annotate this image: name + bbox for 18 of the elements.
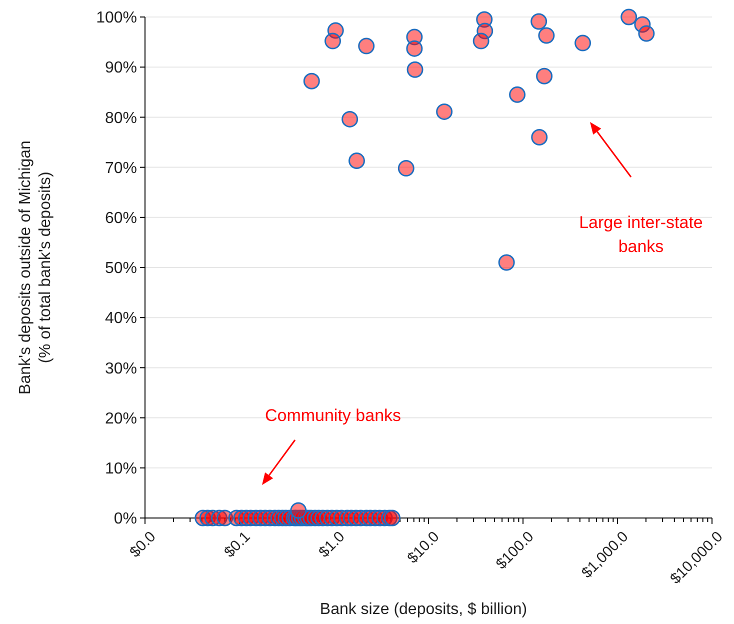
- y-tick-label: 10%: [104, 460, 137, 478]
- y-tick-label: 50%: [104, 260, 137, 278]
- y-tick-label: 70%: [104, 160, 137, 177]
- y-tick-label: 100%: [96, 10, 137, 27]
- y-tick-label: 20%: [104, 410, 137, 428]
- y-tick-label: 90%: [104, 60, 137, 77]
- x-axis-title: Bank size (deposits, $ billion): [320, 601, 528, 618]
- y-tick-label: 40%: [104, 310, 137, 328]
- x-tick-label: $1.0: [316, 528, 348, 561]
- y-axis-title: Bank's deposits outside of Michigan (% of total bank's deposits): [17, 140, 54, 394]
- annotation: Large inter-state banks: [579, 213, 703, 256]
- x-tick-label: $0.0: [126, 528, 160, 561]
- y-tick-label: 30%: [104, 360, 137, 378]
- x-tick-label: $0.1: [221, 528, 254, 561]
- y-tick-label: 80%: [104, 110, 137, 127]
- y-tick-label: 0%: [114, 510, 137, 528]
- annotation: Community banks: [264, 406, 402, 425]
- y-tick-label: 60%: [104, 210, 137, 227]
